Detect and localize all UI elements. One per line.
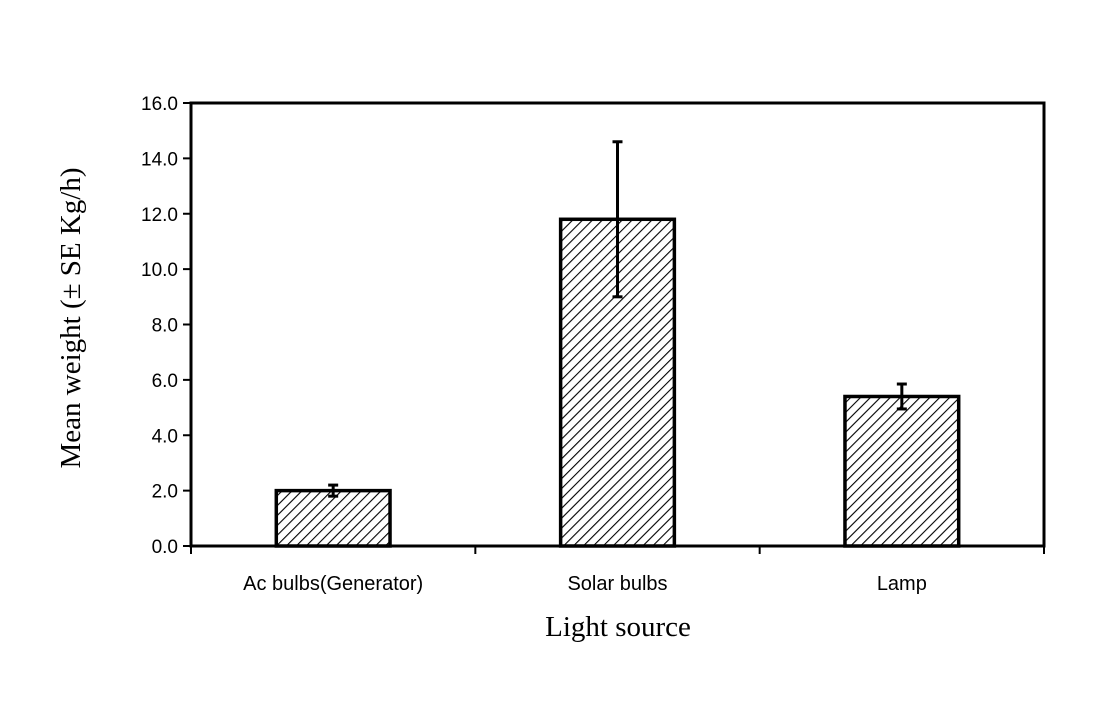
y-tick-label: 10.0 bbox=[141, 260, 178, 281]
error-bar bbox=[896, 382, 907, 411]
category-label: Ac bulbs(Generator) bbox=[243, 573, 423, 595]
y-axis-title: Mean weight (± SE Kg/h) bbox=[55, 167, 87, 468]
error-bar bbox=[612, 140, 623, 299]
error-bar bbox=[328, 483, 339, 498]
y-tick-label: 6.0 bbox=[152, 371, 178, 392]
y-axis-ticks: 0.0 2.0 4.0 6.0 8.0 10.0 12.0 14.0 16.0 bbox=[141, 94, 191, 558]
y-tick-label: 2.0 bbox=[152, 482, 178, 503]
y-tick-label: 8.0 bbox=[152, 316, 178, 337]
y-tick-label: 4.0 bbox=[152, 426, 178, 447]
y-tick-label: 14.0 bbox=[141, 149, 178, 170]
bar bbox=[274, 488, 392, 548]
y-tick-label: 12.0 bbox=[141, 205, 178, 226]
y-tick-label: 0.0 bbox=[152, 537, 178, 558]
x-axis-ticks bbox=[190, 546, 1045, 554]
y-tick-label: 16.0 bbox=[141, 94, 178, 115]
category-label: Lamp bbox=[877, 573, 927, 595]
category-label: Solar bulbs bbox=[567, 573, 667, 595]
x-axis-title: Light source bbox=[545, 611, 691, 643]
error-bars bbox=[328, 140, 907, 498]
bar bbox=[843, 394, 961, 548]
category-labels: Ac bulbs(Generator) Solar bulbs Lamp bbox=[243, 573, 927, 595]
